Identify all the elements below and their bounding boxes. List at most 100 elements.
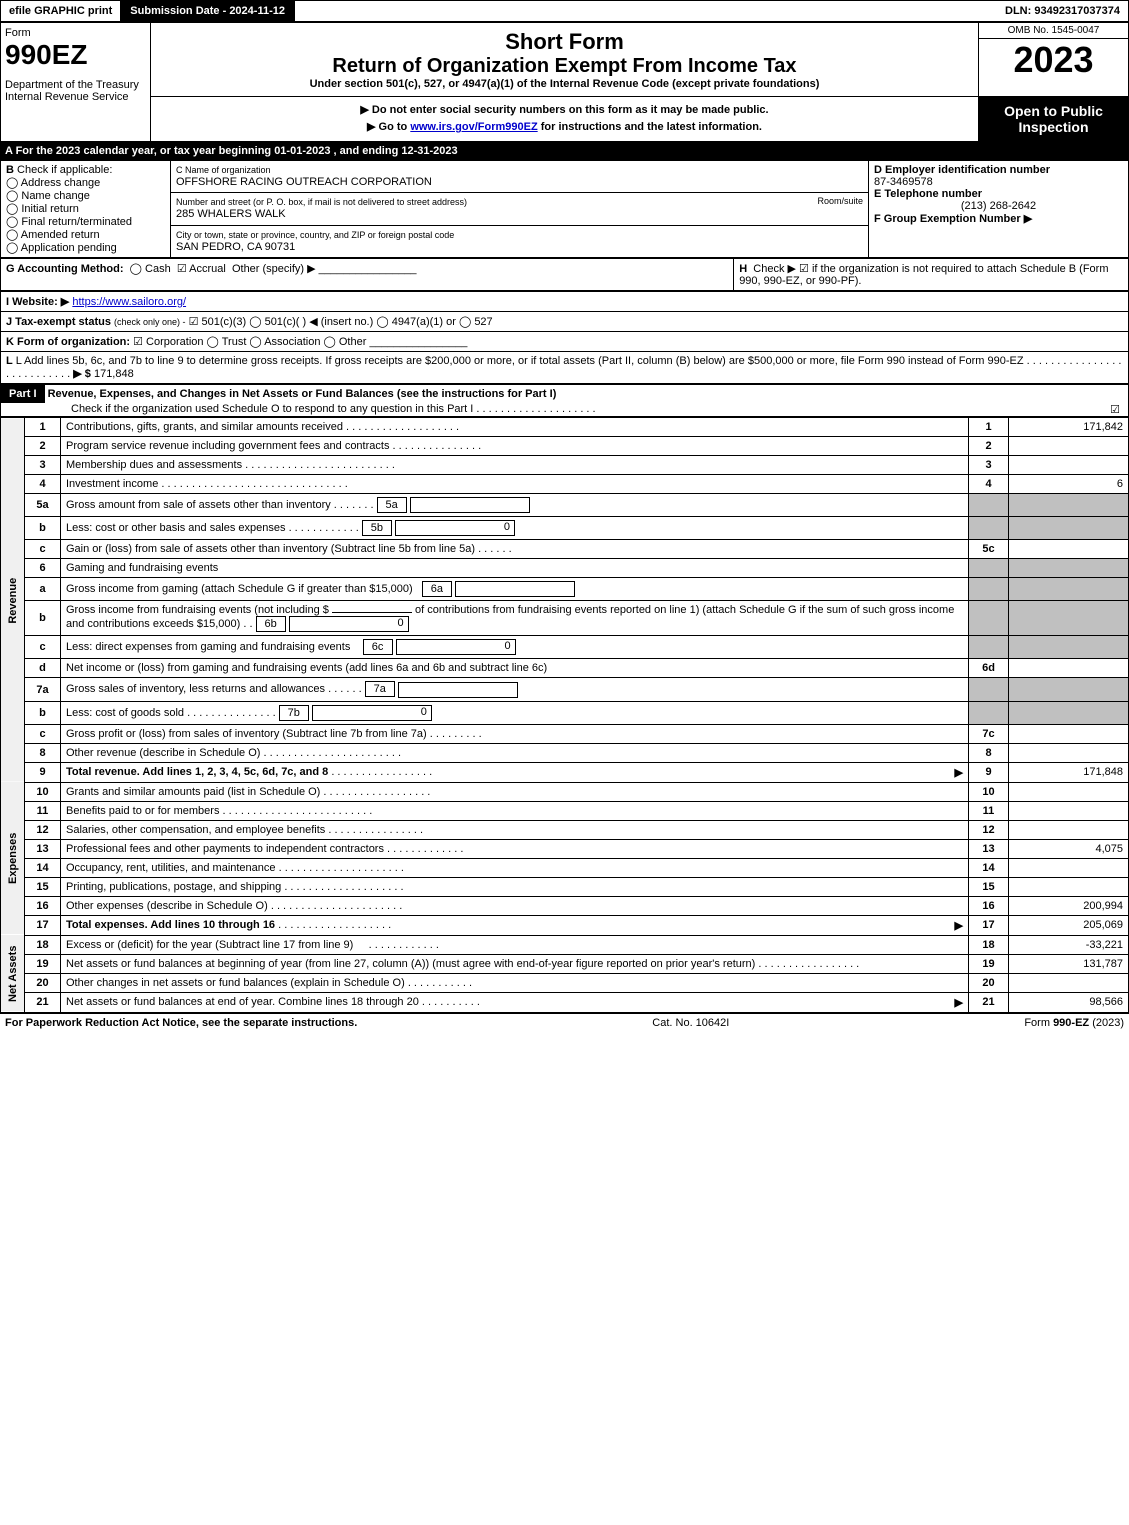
l6b-ref bbox=[969, 601, 1009, 636]
l9-num: 9 bbox=[25, 762, 61, 782]
notes-cell: ▶ Do not enter social security numbers o… bbox=[151, 97, 979, 142]
part1-checkbox[interactable]: ☑ bbox=[1110, 403, 1128, 416]
note-ssn: ▶ Do not enter social security numbers o… bbox=[157, 103, 972, 116]
l9-ref: 9 bbox=[969, 762, 1009, 782]
l14-text: Occupancy, rent, utilities, and maintena… bbox=[61, 858, 969, 877]
l7c-amt bbox=[1009, 724, 1129, 743]
f-arrow: ▶ bbox=[1024, 213, 1032, 225]
l17-desc: Total expenses. Add lines 10 through 16 bbox=[66, 919, 275, 931]
website-link[interactable]: https://www.sailoro.org/ bbox=[72, 296, 186, 308]
section-def: D Employer identification number 87-3469… bbox=[869, 161, 1129, 258]
opt-address[interactable]: ◯ Address change bbox=[6, 177, 100, 189]
l7b-desc: Less: cost of goods sold bbox=[66, 707, 184, 719]
opt-amended-label: Amended return bbox=[21, 229, 100, 241]
submission-date: Submission Date - 2024-11-12 bbox=[120, 1, 295, 21]
efile-label[interactable]: efile GRAPHIC print bbox=[1, 1, 120, 21]
h-check: Check ▶ bbox=[753, 263, 796, 275]
l5c-ref: 5c bbox=[969, 540, 1009, 559]
section-l: L L Add lines 5b, 6c, and 7b to line 9 t… bbox=[1, 352, 1129, 384]
check-if: Check if applicable: bbox=[17, 164, 112, 176]
part1-header: Part I Revenue, Expenses, and Changes in… bbox=[0, 384, 1129, 417]
l1-ref: 1 bbox=[969, 418, 1009, 437]
dept-irs: Internal Revenue Service bbox=[5, 91, 146, 103]
l2-amt bbox=[1009, 437, 1129, 456]
l-arrow: ▶ $ bbox=[73, 368, 91, 380]
d-label: D Employer identification number bbox=[874, 164, 1050, 176]
part1-title: Revenue, Expenses, and Changes in Net As… bbox=[48, 388, 557, 400]
l9-amt: 171,848 bbox=[1009, 762, 1129, 782]
l19-ref: 19 bbox=[969, 954, 1009, 973]
opt-initial[interactable]: ◯ Initial return bbox=[6, 203, 79, 215]
l21-amt: 98,566 bbox=[1009, 992, 1129, 1012]
l2-desc: Program service revenue including govern… bbox=[66, 440, 389, 452]
section-c-addr: Number and street (or P. O. box, if mail… bbox=[171, 193, 869, 225]
l6b-desc1: Gross income from fundraising events (no… bbox=[66, 604, 329, 616]
l7b-amt bbox=[1009, 701, 1129, 724]
g-cash[interactable]: Cash bbox=[145, 263, 171, 275]
l21-text: Net assets or fund balances at end of ye… bbox=[61, 992, 969, 1012]
footer: For Paperwork Reduction Act Notice, see … bbox=[0, 1013, 1129, 1032]
l2-ref: 2 bbox=[969, 437, 1009, 456]
c-name-label: C Name of organization bbox=[176, 165, 271, 175]
l7a-val bbox=[398, 682, 518, 698]
h-label: H bbox=[739, 263, 747, 275]
opt-amended[interactable]: ◯ Amended return bbox=[6, 229, 100, 241]
part1-label: Part I bbox=[1, 385, 45, 403]
l17-arrow: ▶ bbox=[955, 919, 963, 932]
opt-name[interactable]: ◯ Name change bbox=[6, 190, 90, 202]
l7c-ref: 7c bbox=[969, 724, 1009, 743]
open-public-cell: Open to Public Inspection bbox=[979, 97, 1129, 142]
l7a-desc: Gross sales of inventory, less returns a… bbox=[66, 683, 325, 695]
l10-ref: 10 bbox=[969, 782, 1009, 801]
opt-pending[interactable]: ◯ Application pending bbox=[6, 242, 117, 254]
l7a-amt bbox=[1009, 678, 1129, 701]
l5b-box: 5b bbox=[362, 520, 392, 536]
l8-desc: Other revenue (describe in Schedule O) bbox=[66, 747, 260, 759]
l11-num: 11 bbox=[25, 801, 61, 820]
l19-text: Net assets or fund balances at beginning… bbox=[61, 954, 969, 973]
j-sub: (check only one) - bbox=[114, 317, 186, 327]
lines-table: Revenue 1 Contributions, gifts, grants, … bbox=[0, 417, 1129, 1013]
l7b-val: 0 bbox=[312, 705, 432, 721]
l15-desc: Printing, publications, postage, and shi… bbox=[66, 881, 281, 893]
j-opts[interactable]: ☑ 501(c)(3) ◯ 501(c)( ) ◀ (insert no.) ◯… bbox=[189, 316, 493, 328]
room-label: Room/suite bbox=[817, 196, 863, 206]
tax-year: 2023 bbox=[979, 39, 1128, 81]
section-h: H Check ▶ ☑ if the organization is not r… bbox=[734, 259, 1129, 291]
l15-text: Printing, publications, postage, and shi… bbox=[61, 877, 969, 896]
g-accrual[interactable]: Accrual bbox=[189, 263, 226, 275]
l6b-amt bbox=[1009, 601, 1129, 636]
l6-amt bbox=[1009, 559, 1129, 578]
opt-final[interactable]: ◯ Final return/terminated bbox=[6, 216, 132, 228]
l5b-desc: Less: cost or other basis and sales expe… bbox=[66, 522, 286, 534]
l5c-text: Gain or (loss) from sale of assets other… bbox=[61, 540, 969, 559]
l9-desc: Total revenue. Add lines 1, 2, 3, 4, 5c,… bbox=[66, 766, 328, 778]
l3-text: Membership dues and assessments . . . . … bbox=[61, 456, 969, 475]
k-label: K Form of organization: bbox=[6, 336, 130, 348]
l20-num: 20 bbox=[25, 973, 61, 992]
l6c-box: 6c bbox=[363, 639, 393, 655]
l6c-desc: Less: direct expenses from gaming and fu… bbox=[66, 641, 350, 653]
l3-amt bbox=[1009, 456, 1129, 475]
g-other[interactable]: Other (specify) ▶ bbox=[232, 263, 316, 275]
note-goto: ▶ Go to www.irs.gov/Form990EZ for instru… bbox=[157, 120, 972, 133]
section-i: I Website: ▶ https://www.sailoro.org/ bbox=[1, 292, 1129, 312]
l3-ref: 3 bbox=[969, 456, 1009, 475]
l5b-amt bbox=[1009, 517, 1129, 540]
l20-ref: 20 bbox=[969, 973, 1009, 992]
l4-text: Investment income . . . . . . . . . . . … bbox=[61, 475, 969, 494]
l19-amt: 131,787 bbox=[1009, 954, 1129, 973]
l6-text: Gaming and fundraising events bbox=[61, 559, 969, 578]
k-opts[interactable]: ☑ Corporation ◯ Trust ◯ Association ◯ Ot… bbox=[133, 336, 366, 348]
l7b-box: 7b bbox=[279, 705, 309, 721]
l5a-box: 5a bbox=[377, 497, 407, 513]
l6a-desc: Gross income from gaming (attach Schedul… bbox=[66, 583, 413, 595]
irs-link[interactable]: www.irs.gov/Form990EZ bbox=[410, 121, 537, 133]
l5a-amt bbox=[1009, 494, 1129, 517]
l12-ref: 12 bbox=[969, 820, 1009, 839]
l1-desc: Contributions, gifts, grants, and simila… bbox=[66, 421, 343, 433]
l11-text: Benefits paid to or for members . . . . … bbox=[61, 801, 969, 820]
l18-desc: Excess or (deficit) for the year (Subtra… bbox=[66, 939, 353, 951]
form-number: 990EZ bbox=[5, 39, 146, 71]
l6c-val: 0 bbox=[396, 639, 516, 655]
